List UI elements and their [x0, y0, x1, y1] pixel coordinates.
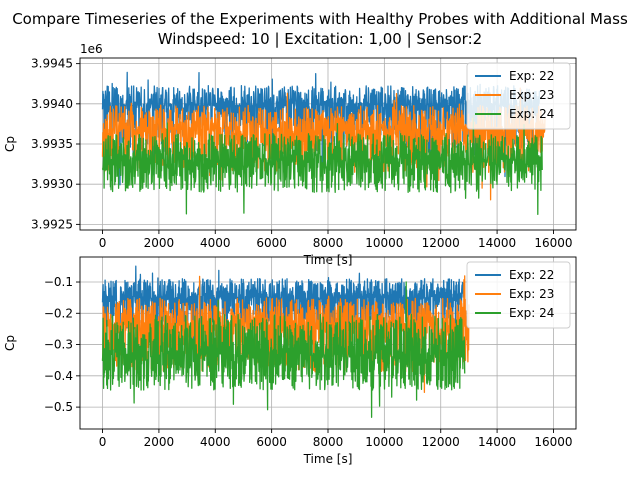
legend-box — [466, 62, 571, 130]
y-axis-label: Cp — [3, 335, 17, 351]
figure-title-line1: Compare Timeseries of the Experiments wi… — [12, 10, 628, 28]
x-tick-label: 10000 — [365, 435, 403, 449]
x-tick-label: 4000 — [200, 236, 231, 250]
x-tick-label: 6000 — [256, 435, 287, 449]
y-tick-label: −0.1 — [44, 275, 73, 289]
y-tick-label: 3.9945 — [31, 57, 73, 71]
legend-label: Exp: 23 — [509, 88, 554, 102]
x-tick-label: 14000 — [478, 435, 516, 449]
series-line-exp-24 — [101, 281, 466, 418]
x-tick-label: 2000 — [144, 435, 175, 449]
top-subplot: 0 2000 4000 6000 8000 10000 12000 14000 16000 3.9… — [3, 42, 577, 267]
x-axis-label: Time [s] — [303, 253, 353, 267]
x-tick-label: 16000 — [534, 236, 572, 250]
legend: Exp: 22 Exp: 23 Exp: 24 — [466, 261, 571, 329]
x-tick-label: 8000 — [313, 435, 344, 449]
bottom-subplot: 0 2000 4000 6000 8000 10000 12000 14000 16000 −0.… — [3, 256, 577, 466]
x-tick-label: 0 — [99, 236, 107, 250]
y-tick-label: 3.9925 — [31, 217, 73, 231]
series-line-exp-24 — [101, 115, 543, 216]
x-tick-label: 8000 — [313, 236, 344, 250]
legend-label: Exp: 23 — [509, 287, 554, 301]
y-tick-label: −0.2 — [44, 306, 73, 320]
y-tick-label: 3.9930 — [31, 177, 73, 191]
x-axis-label: Time [s] — [303, 452, 353, 466]
y-tick-label: −0.3 — [44, 338, 73, 352]
y-tick-label: −0.5 — [44, 400, 73, 414]
x-tick-label: 4000 — [200, 435, 231, 449]
y-tick-label: 3.9935 — [31, 137, 73, 151]
x-tick-label: 16000 — [534, 435, 572, 449]
y-tick-label: 3.9940 — [31, 97, 73, 111]
legend-box — [466, 261, 571, 329]
x-tick-label: 10000 — [365, 236, 403, 250]
legend: Exp: 22 Exp: 23 Exp: 24 — [466, 62, 571, 130]
x-tick-label: 0 — [99, 435, 107, 449]
x-tick-label: 2000 — [144, 236, 175, 250]
legend-label: Exp: 22 — [509, 69, 554, 83]
x-tick-label: 6000 — [256, 236, 287, 250]
figure-title-line2: Windspeed: 10 | Excitation: 1,00 | Senso… — [158, 30, 482, 48]
y-axis-label: Cp — [3, 136, 17, 152]
legend-label: Exp: 22 — [509, 268, 554, 282]
x-tick-label: 12000 — [422, 435, 460, 449]
x-tick-label: 14000 — [478, 236, 516, 250]
series-group — [101, 265, 470, 418]
x-tick-label: 12000 — [422, 236, 460, 250]
legend-label: Exp: 24 — [509, 107, 554, 121]
legend-label: Exp: 24 — [509, 306, 554, 320]
y-offset-text: 1e6 — [80, 42, 103, 56]
y-tick-label: −0.4 — [44, 369, 73, 383]
